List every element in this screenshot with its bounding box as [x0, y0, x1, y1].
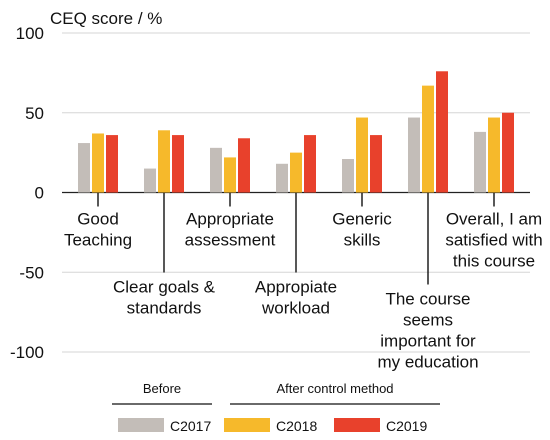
category-label: my education: [377, 353, 478, 372]
bar-c2017-4: [342, 159, 354, 193]
y-axis-ticks: 100 50 0 -50 -100: [10, 24, 44, 362]
category-label: Generic: [332, 210, 392, 229]
category-label: satisfied with: [445, 231, 542, 250]
bar-c2019-1: [172, 135, 184, 193]
y-tick-label: 0: [35, 184, 44, 203]
y-tick-label: 50: [25, 104, 44, 123]
y-tick-label: -50: [19, 263, 44, 282]
bar-c2018-5: [422, 85, 434, 193]
bar-c2017-0: [78, 143, 90, 193]
legend-group-label: Before: [143, 381, 181, 396]
bar-c2019-0: [106, 135, 118, 193]
bar-c2018-2: [224, 157, 236, 193]
bar-c2017-5: [408, 117, 420, 193]
category-label: workload: [261, 299, 330, 318]
legend-label-c2019: C2019: [386, 418, 427, 434]
category-labels: Good Teaching Clear goals & standards Approp…: [64, 192, 543, 372]
legend-label-c2018: C2018: [276, 418, 317, 434]
bar-c2018-6: [488, 117, 500, 193]
y-tick-label: 100: [16, 24, 44, 43]
bar-c2019-4: [370, 135, 382, 193]
bar-c2017-3: [276, 163, 288, 193]
bar-c2017-1: [144, 168, 156, 193]
category-label: Overall, I am: [446, 210, 542, 229]
bars: [78, 71, 514, 193]
category-label: seems: [403, 311, 453, 330]
y-tick-label: -100: [10, 343, 44, 362]
category-label: Appropiate: [255, 278, 337, 297]
bar-c2018-3: [290, 152, 302, 193]
category-label: Teaching: [64, 231, 132, 250]
legend-swatch-c2019: [334, 418, 380, 432]
bar-c2018-1: [158, 130, 170, 193]
category-label: this course: [453, 252, 535, 271]
y-axis-label: CEQ score / %: [50, 9, 162, 28]
category-label: skills: [344, 231, 381, 250]
category-label: important for: [380, 332, 476, 351]
category-label: The course: [385, 290, 470, 309]
bar-c2017-2: [210, 147, 222, 193]
bar-c2018-4: [356, 117, 368, 193]
legend-group-label: After control method: [276, 381, 393, 396]
bar-c2017-6: [474, 131, 486, 193]
bar-c2019-2: [238, 138, 250, 193]
legend: Before After control method C2017 C2018 C201…: [112, 381, 440, 434]
category-label: Good: [77, 210, 119, 229]
bar-c2018-0: [92, 133, 104, 193]
legend-label-c2017: C2017: [170, 418, 211, 434]
legend-swatch-c2018: [224, 418, 270, 432]
bar-c2019-6: [502, 112, 514, 193]
category-label: assessment: [185, 231, 276, 250]
category-label: standards: [127, 299, 202, 318]
bar-c2019-5: [436, 71, 448, 193]
category-label: Appropriate: [186, 210, 274, 229]
category-label: Clear goals &: [113, 278, 216, 297]
bar-c2019-3: [304, 135, 316, 193]
legend-swatch-c2017: [118, 418, 164, 432]
